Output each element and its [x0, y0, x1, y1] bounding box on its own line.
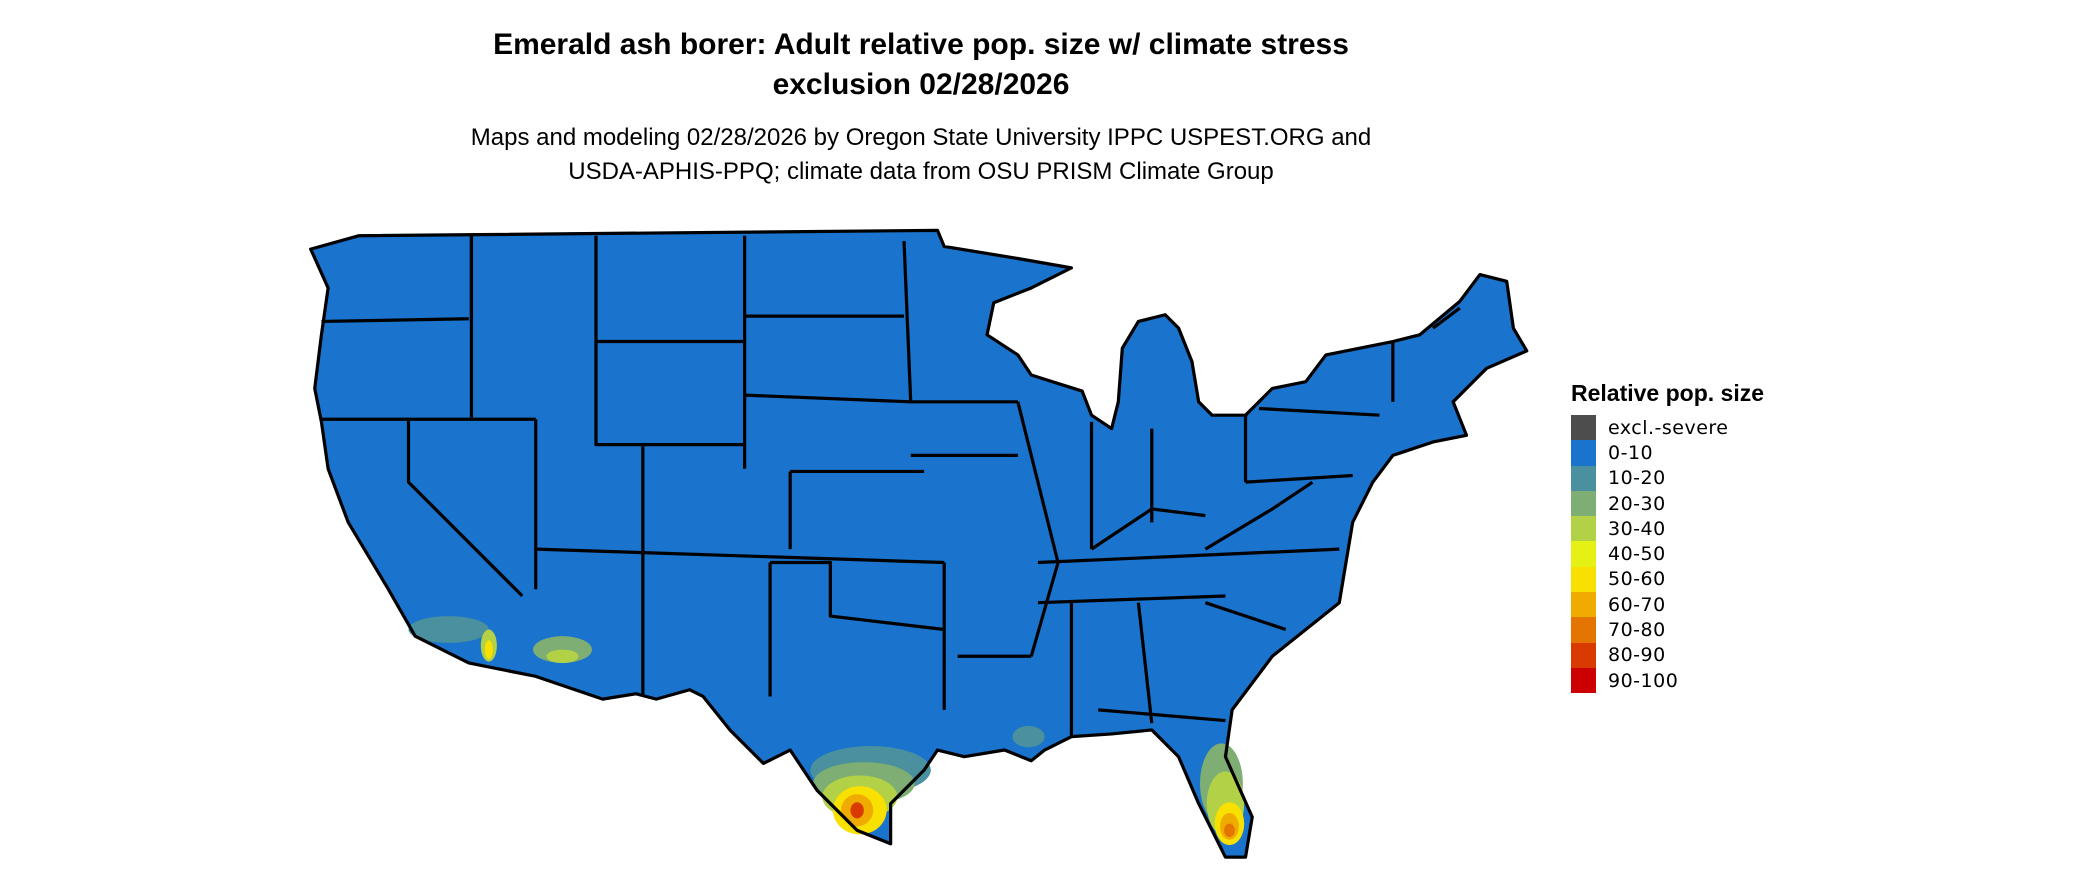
legend: Relative pop. size excl.-severe 0-10 10-20…: [1571, 380, 1765, 694]
hotspot-70-80: [1224, 823, 1235, 838]
state-border: [1245, 473, 1353, 484]
state-borders: [309, 228, 1529, 859]
legend-title: Relative pop. size: [1571, 380, 1765, 406]
legend-item: 80-90: [1571, 642, 1764, 668]
legend-item: 70-80: [1571, 617, 1764, 643]
legend-swatch: [1571, 440, 1596, 466]
state-border: [744, 393, 911, 404]
state-border: [1204, 480, 1314, 551]
legend-label: 10-20: [1608, 467, 1666, 490]
hotspots: [408, 616, 1245, 846]
state-border: [1136, 602, 1154, 724]
legend-swatch: [1571, 667, 1596, 694]
legend-item: 60-70: [1571, 592, 1764, 618]
legend-swatch: [1571, 541, 1596, 567]
legend-label: 0-10: [1608, 441, 1654, 464]
legend-label: 70-80: [1608, 619, 1666, 642]
legend-swatch: [1571, 617, 1596, 643]
legend-label: 60-70: [1608, 593, 1666, 616]
state-border: [902, 241, 1018, 404]
state-border: [770, 560, 945, 632]
hotspot-10-20: [408, 616, 489, 643]
legend-item: 0-10: [1571, 440, 1764, 466]
legend-swatch: [1571, 490, 1596, 517]
legend-label: excl.-severe: [1608, 416, 1729, 439]
us-land: [310, 230, 1527, 858]
state-border: [321, 317, 469, 324]
hotspot-80-90: [850, 802, 864, 819]
state-border: [1432, 306, 1461, 330]
us-outline: [309, 228, 1529, 859]
legend-item: 40-50: [1571, 541, 1764, 567]
legend-label: 50-60: [1608, 568, 1666, 591]
state-border: [1204, 601, 1287, 632]
legend-label: 20-30: [1608, 492, 1666, 515]
state-border: [406, 419, 524, 598]
map-title-line2: exclusion 02/28/2026: [772, 68, 1070, 101]
map-subtitle-line2: USDA-APHIS-PPQ; climate data from OSU PR…: [568, 158, 1274, 185]
legend-label: 80-90: [1608, 644, 1666, 667]
legend-item: 30-40: [1571, 516, 1764, 542]
legend-swatch: [1571, 516, 1596, 542]
hotspot-10-20: [1012, 725, 1045, 748]
legend-item: 50-60: [1571, 566, 1764, 593]
legend-swatch: [1571, 566, 1596, 593]
hotspot-50-60: [484, 640, 493, 659]
state-border: [1037, 594, 1226, 605]
legend-label: 90-100: [1608, 669, 1679, 692]
legend-item: 20-30: [1571, 490, 1764, 517]
legend-swatch: [1571, 592, 1596, 618]
state-border: [1037, 547, 1340, 565]
state-border: [1098, 708, 1226, 723]
state-border: [1258, 406, 1380, 417]
legend-swatch: [1571, 415, 1596, 441]
legend-swatch: [1571, 465, 1596, 491]
legend-label: 40-50: [1608, 543, 1666, 566]
legend-swatch: [1571, 642, 1596, 668]
state-border: [1090, 507, 1206, 551]
map-title-line1: Emerald ash borer: Adult relative pop. s…: [493, 28, 1349, 61]
hotspot-30-40: [546, 649, 579, 663]
map-subtitle-line1: Maps and modeling 02/28/2026 by Oregon S…: [470, 124, 1372, 151]
legend-label: 30-40: [1608, 517, 1666, 540]
legend-item: excl.-severe: [1571, 415, 1764, 441]
legend-item: 10-20: [1571, 465, 1764, 491]
legend-item: 90-100: [1571, 667, 1764, 694]
state-border: [594, 341, 745, 447]
state-border: [535, 547, 945, 565]
